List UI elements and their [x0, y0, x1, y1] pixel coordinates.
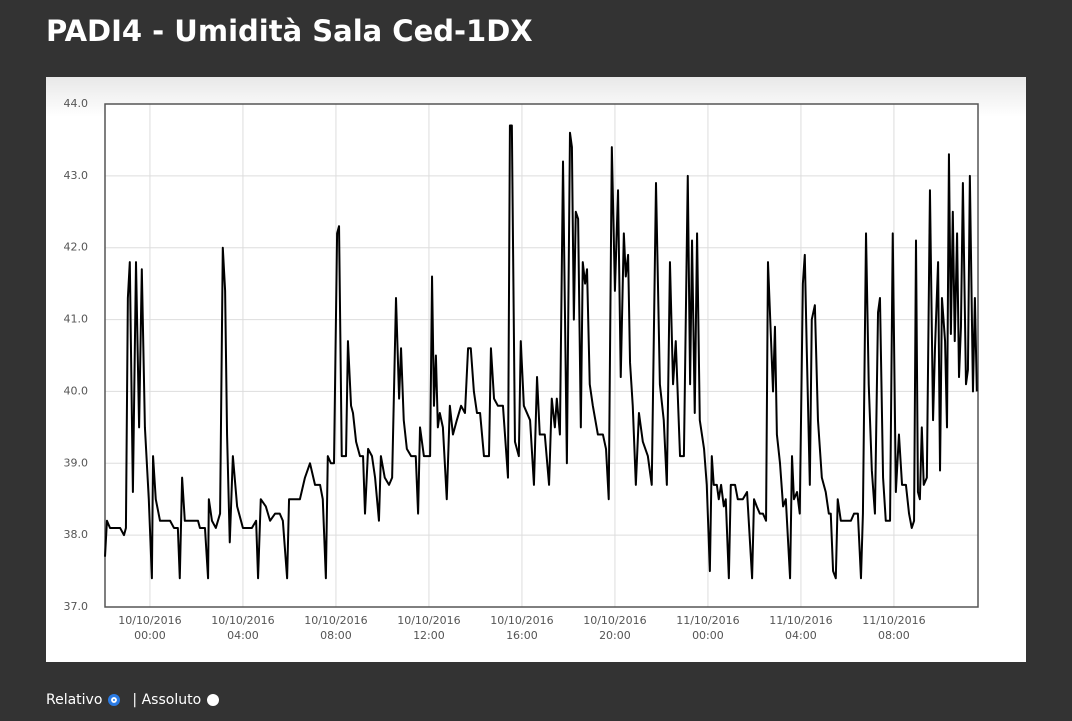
plot-area [105, 104, 978, 607]
absolute-radio[interactable] [207, 694, 220, 706]
y-tick-label: 41.0 [64, 313, 89, 326]
x-tick-label: 11/10/2016 08:00 [862, 614, 926, 642]
y-tick-label: 44.0 [64, 97, 89, 110]
page-title: PADI4 - Umidità Sala Ced-1DX [46, 14, 533, 48]
y-tick-label: 38.0 [64, 528, 89, 541]
x-tick-label: 10/10/2016 04:00 [211, 614, 275, 642]
controls: Relativo | Assoluto [46, 692, 225, 708]
data-line [104, 124, 978, 580]
x-tick-label: 10/10/2016 16:00 [490, 614, 554, 642]
relative-radio[interactable] [108, 694, 121, 706]
y-tick-label: 37.0 [64, 600, 89, 613]
y-tick-label: 39.0 [64, 456, 89, 469]
x-tick-label: 10/10/2016 12:00 [397, 614, 461, 642]
chart: 37.0 38.0 39.0 40.0 41.0 42.0 43.0 44.0 [46, 77, 1026, 613]
x-tick-label: 10/10/2016 20:00 [583, 614, 647, 642]
y-tick-label: 40.0 [64, 384, 89, 397]
x-tick-label: 11/10/2016 04:00 [769, 614, 833, 642]
y-tick-label: 43.0 [64, 169, 89, 182]
x-tick-label: 10/10/2016 00:00 [118, 614, 182, 642]
y-tick-label: 42.0 [64, 241, 89, 254]
x-tick-label: 10/10/2016 08:00 [304, 614, 368, 642]
chart-panel: 37.0 38.0 39.0 40.0 41.0 42.0 43.0 44.0 10/10/2… [46, 77, 1026, 662]
absolute-label: | Assoluto [132, 692, 202, 708]
x-tick-label: 11/10/2016 00:00 [676, 614, 740, 642]
plot-border [104, 103, 979, 608]
relative-label: Relativo [46, 692, 103, 708]
